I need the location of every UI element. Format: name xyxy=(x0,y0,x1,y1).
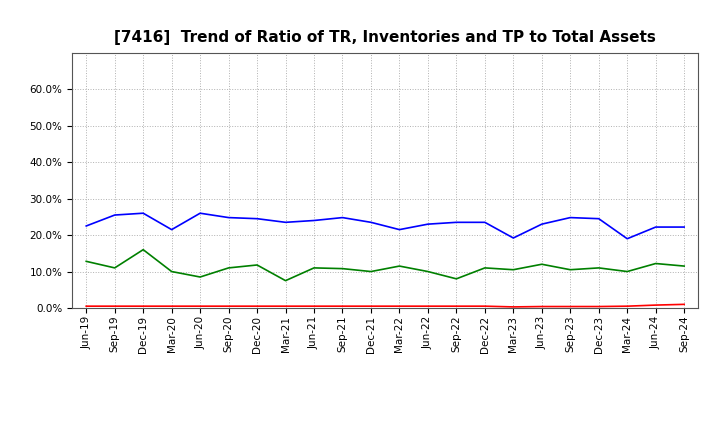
Trade Payables xyxy=(480,265,489,271)
Inventories xyxy=(423,221,432,227)
Trade Payables xyxy=(652,261,660,266)
Trade Receivables xyxy=(282,304,290,309)
Inventories xyxy=(196,211,204,216)
Trade Payables xyxy=(253,262,261,268)
Inventories xyxy=(282,220,290,225)
Inventories xyxy=(652,224,660,230)
Trade Receivables xyxy=(253,304,261,309)
Trade Payables xyxy=(623,269,631,274)
Trade Payables xyxy=(680,264,688,269)
Trade Receivables xyxy=(82,304,91,309)
Inventories xyxy=(509,235,518,241)
Inventories xyxy=(480,220,489,225)
Trade Receivables xyxy=(338,304,347,309)
Inventories xyxy=(537,221,546,227)
Trade Payables xyxy=(225,265,233,271)
Trade Receivables xyxy=(310,304,318,309)
Trade Payables xyxy=(167,269,176,274)
Inventories xyxy=(680,224,688,230)
Line: Trade Payables: Trade Payables xyxy=(86,249,684,281)
Trade Receivables xyxy=(139,304,148,309)
Trade Receivables xyxy=(680,302,688,307)
Trade Receivables xyxy=(537,304,546,309)
Inventories xyxy=(366,220,375,225)
Trade Payables xyxy=(452,276,461,282)
Inventories xyxy=(395,227,404,232)
Trade Payables xyxy=(196,275,204,280)
Inventories xyxy=(225,215,233,220)
Trade Receivables xyxy=(452,304,461,309)
Trade Payables xyxy=(139,247,148,252)
Inventories xyxy=(167,227,176,232)
Line: Trade Receivables: Trade Receivables xyxy=(86,304,684,307)
Trade Payables xyxy=(366,269,375,274)
Trade Payables xyxy=(595,265,603,271)
Trade Payables xyxy=(338,266,347,271)
Inventories xyxy=(452,220,461,225)
Trade Receivables xyxy=(652,302,660,308)
Trade Receivables xyxy=(423,304,432,309)
Trade Payables xyxy=(82,259,91,264)
Trade Receivables xyxy=(566,304,575,309)
Trade Receivables xyxy=(225,304,233,309)
Inventories xyxy=(82,224,91,229)
Trade Receivables xyxy=(167,304,176,309)
Trade Payables xyxy=(310,265,318,271)
Trade Payables xyxy=(282,278,290,283)
Trade Receivables xyxy=(395,304,404,309)
Trade Payables xyxy=(566,267,575,272)
Inventories xyxy=(110,213,119,218)
Inventories xyxy=(310,218,318,223)
Trade Receivables xyxy=(480,304,489,309)
Inventories xyxy=(623,236,631,242)
Trade Receivables xyxy=(595,304,603,309)
Trade Receivables xyxy=(623,304,631,309)
Trade Receivables xyxy=(509,304,518,310)
Trade Payables xyxy=(110,265,119,271)
Title: [7416]  Trend of Ratio of TR, Inventories and TP to Total Assets: [7416] Trend of Ratio of TR, Inventories… xyxy=(114,29,656,45)
Trade Payables xyxy=(537,262,546,267)
Trade Receivables xyxy=(196,304,204,309)
Trade Payables xyxy=(509,267,518,272)
Trade Payables xyxy=(423,269,432,274)
Inventories xyxy=(338,215,347,220)
Inventories xyxy=(595,216,603,221)
Line: Inventories: Inventories xyxy=(86,213,684,239)
Inventories xyxy=(566,215,575,220)
Inventories xyxy=(139,211,148,216)
Trade Payables xyxy=(395,264,404,269)
Inventories xyxy=(253,216,261,221)
Trade Receivables xyxy=(110,304,119,309)
Trade Receivables xyxy=(366,304,375,309)
